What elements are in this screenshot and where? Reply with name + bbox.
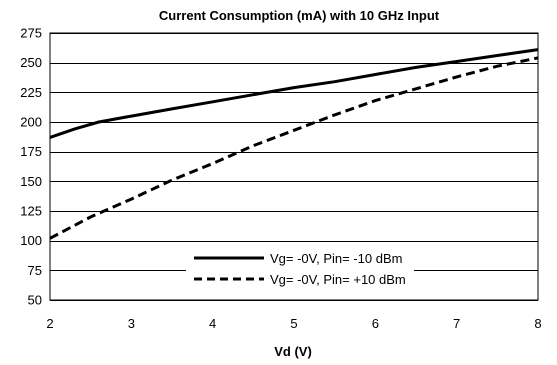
x-tick-label-4: 4: [209, 316, 216, 331]
x-tick-label-2: 2: [46, 316, 53, 331]
y-tick-label-100: 100: [20, 233, 42, 248]
x-tick-label-8: 8: [534, 316, 541, 331]
x-tick-label-3: 3: [128, 316, 135, 331]
plot-area: [49, 32, 539, 301]
x-tick-label-7: 7: [453, 316, 460, 331]
y-tick-label-275: 275: [20, 26, 42, 41]
series-line-pin-minus-10: [49, 48, 539, 139]
legend-entry-pin-plus-10: Vg= -0V, Pin= +10 dBm: [270, 272, 406, 287]
x-tick-label-6: 6: [372, 316, 379, 331]
legend-background: [186, 245, 414, 289]
legend: Vg= -0V, Pin= -10 dBm Vg= -0V, Pin= +10 …: [186, 245, 414, 289]
y-tick-label-150: 150: [20, 174, 42, 189]
series-line-pin-plus-10: [49, 56, 539, 240]
y-tick-label-50: 50: [28, 293, 42, 308]
y-tick-label-200: 200: [20, 115, 42, 130]
y-axis-ticks: 50 75 100 125 150 175 200 225 250 275: [20, 26, 42, 308]
chart-title: Current Consumption (mA) with 10 GHz Inp…: [159, 8, 440, 23]
x-tick-label-5: 5: [290, 316, 297, 331]
legend-entry-pin-minus-10: Vg= -0V, Pin= -10 dBm: [270, 251, 403, 266]
y-tick-label-225: 225: [20, 85, 42, 100]
y-tick-label-175: 175: [20, 144, 42, 159]
series-lines: [49, 48, 539, 240]
y-tick-label-75: 75: [28, 263, 42, 278]
x-axis-label: Vd (V): [274, 344, 312, 359]
y-tick-label-250: 250: [20, 55, 42, 70]
y-tick-label-125: 125: [20, 204, 42, 219]
x-axis-ticks: 2 3 4 5 6 7 8: [46, 316, 541, 331]
